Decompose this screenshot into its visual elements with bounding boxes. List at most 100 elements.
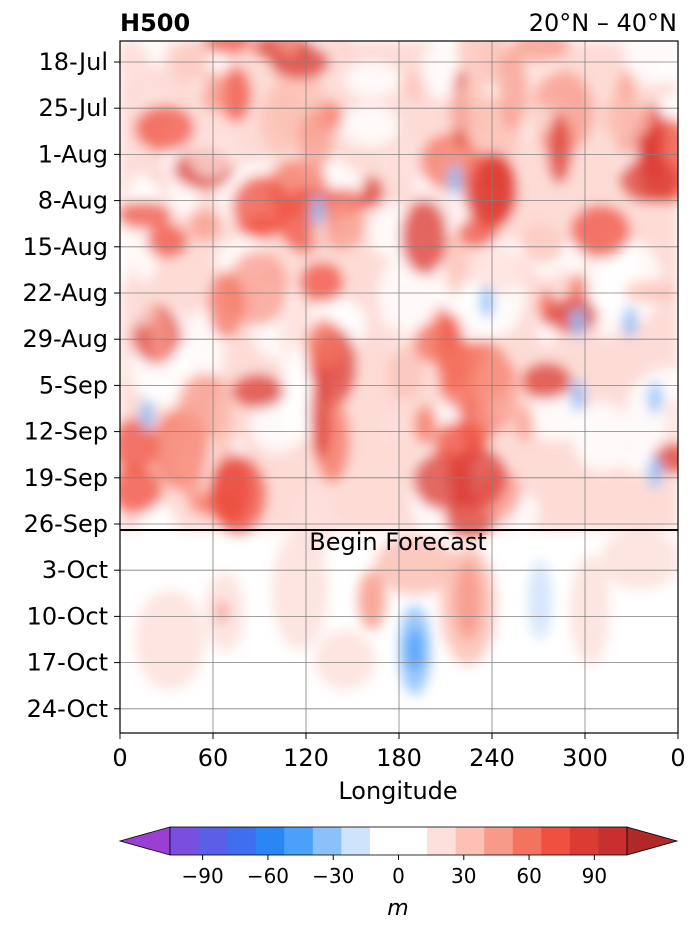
x-tick-label: 180 [376, 744, 422, 772]
field-blob [571, 380, 585, 412]
x-axis: 0 60 120 180 240 300 0 [112, 733, 686, 772]
field-blob [315, 630, 375, 690]
field-blob [298, 108, 333, 174]
x-tick-label: 300 [562, 744, 608, 772]
chart-title-left: H500 [120, 9, 190, 37]
field-blob [310, 374, 331, 460]
y-tick-label: 22-Aug [22, 279, 108, 307]
field-blob [146, 224, 189, 258]
x-tick-label: 120 [283, 744, 329, 772]
field-blob [251, 398, 305, 452]
y-tick-label: 17-Oct [27, 649, 108, 677]
field-blob [414, 405, 436, 445]
y-tick-label: 10-Oct [27, 602, 108, 630]
y-tick-label: 25-Jul [39, 94, 109, 122]
y-tick-label: 3-Oct [42, 556, 108, 584]
field-blob [530, 70, 594, 154]
field-blob [135, 590, 205, 690]
field-blob [648, 456, 662, 488]
field-blob [140, 399, 154, 431]
colorbar-bin [369, 827, 399, 855]
field-blob [420, 133, 481, 190]
field-blob [380, 324, 407, 349]
field-blob [600, 95, 653, 140]
field-blob [375, 535, 455, 595]
y-tick-label: 8-Aug [38, 187, 108, 215]
colorbar-bin [484, 827, 514, 855]
x-tick-label: 240 [469, 744, 515, 772]
field-blob [521, 222, 565, 263]
colorbar-tick-label: 30 [451, 864, 476, 888]
field-blob [202, 41, 252, 55]
colorbar-bin [398, 827, 428, 855]
colorbar-tick-label: −90 [182, 864, 224, 888]
field-blob [457, 217, 498, 248]
colorbar-bin [541, 827, 571, 855]
field-blob [624, 41, 678, 85]
field-blob [278, 303, 299, 354]
field-blob [281, 339, 307, 414]
field-blob [272, 530, 328, 650]
colorbar-unit-label: m [387, 896, 408, 921]
field-blob [407, 628, 423, 672]
field-blob [120, 418, 158, 474]
field-blob [480, 286, 494, 318]
field-blob [623, 280, 677, 303]
colorbar-bin [227, 827, 257, 855]
colorbar-bin [427, 827, 457, 855]
field-blob [216, 600, 228, 624]
field-blob [528, 560, 552, 640]
field-blob [547, 114, 572, 184]
field-blob [526, 394, 588, 441]
field-blob [467, 245, 528, 293]
field-blob [515, 406, 534, 442]
colorbar-bin [569, 827, 599, 855]
field-blob [188, 209, 221, 242]
colorbar-tick-label: −30 [312, 864, 354, 888]
field-blob [202, 70, 225, 113]
colorbar-bin [455, 827, 485, 855]
y-tick-label: 24-Oct [27, 695, 108, 723]
field-blob [120, 200, 171, 230]
x-tick-label: 0 [112, 744, 127, 772]
field-blob [381, 141, 435, 181]
field-blob [300, 261, 344, 303]
field-blob [600, 530, 678, 590]
field-blob [231, 374, 285, 409]
y-tick-label: 26-Sep [24, 510, 108, 538]
field-blob [497, 49, 528, 131]
colorbar-extend-low [118, 826, 171, 856]
field-blob [570, 555, 610, 665]
field-blob [386, 350, 423, 401]
field-blob [413, 323, 448, 363]
field-blob [149, 311, 172, 365]
field-blob [342, 104, 399, 146]
field-blob [571, 306, 585, 338]
x-tick-label: 60 [198, 744, 229, 772]
field-blob [120, 466, 162, 514]
field-blob [120, 303, 158, 327]
field-blob [401, 199, 448, 275]
field-blob [405, 71, 423, 103]
colorbar-bin [170, 827, 200, 855]
colorbar-bin [255, 827, 285, 855]
field-blob [134, 105, 195, 152]
field-blob [220, 67, 252, 122]
field-blob [570, 205, 631, 258]
plot-area: Begin Forecast [119, 40, 679, 734]
y-axis: 18-Jul 25-Jul 1-Aug 8-Aug 15-Aug 22-Aug 29-Aug… [22, 48, 120, 723]
field-blob [208, 270, 244, 339]
field-blob [623, 306, 637, 338]
field-blob [172, 41, 210, 85]
field-blob [361, 176, 384, 208]
field-blob [311, 194, 325, 226]
y-tick-label: 19-Sep [24, 464, 108, 492]
colorbar-bin [284, 827, 314, 855]
colorbar-tick-label: 0 [392, 864, 405, 888]
field-blob [209, 455, 267, 534]
colorbar-tick-label: −60 [247, 864, 289, 888]
colorbar-bin [312, 827, 342, 855]
colorbar-tick-label: 90 [582, 864, 607, 888]
field-blob [277, 41, 302, 58]
